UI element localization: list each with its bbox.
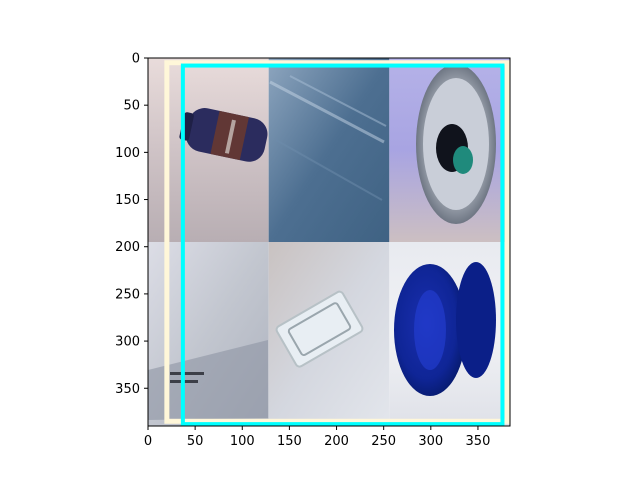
bottle-object bbox=[179, 108, 268, 162]
can-object bbox=[416, 64, 496, 224]
x-tick-label: 300 bbox=[418, 434, 443, 449]
x-tick-label: 200 bbox=[324, 434, 349, 449]
image-panel bbox=[148, 58, 510, 426]
photo-details bbox=[148, 64, 496, 420]
x-tick-label: 0 bbox=[144, 434, 152, 449]
axes-frame bbox=[147, 57, 511, 427]
x-tick-label: 50 bbox=[187, 434, 204, 449]
y-tick-label: 50 bbox=[123, 99, 140, 114]
x-tick-label: 350 bbox=[466, 434, 491, 449]
cyan-bounding-box bbox=[180, 63, 505, 426]
y-tick-label: 0 bbox=[132, 52, 140, 67]
y-tick-label: 350 bbox=[115, 382, 140, 397]
y-tick-label: 100 bbox=[115, 146, 140, 161]
y-tick-label: 150 bbox=[115, 193, 140, 208]
x-tick-label: 250 bbox=[371, 434, 396, 449]
cream-bounding-box bbox=[164, 60, 510, 424]
glass-tray-object bbox=[275, 290, 364, 368]
y-tick-label: 250 bbox=[115, 287, 140, 302]
blue-caps-object bbox=[394, 262, 496, 396]
y-tick-label: 200 bbox=[115, 240, 140, 255]
sheet-texture bbox=[269, 75, 387, 201]
x-tick-label: 100 bbox=[230, 434, 255, 449]
tile-blue-sheet-photo bbox=[268, 58, 390, 242]
bounding-boxes bbox=[164, 60, 510, 426]
y-tick-label: 300 bbox=[115, 335, 140, 350]
y-axis-ticks: 0 50 100 150 200 250 300 350 bbox=[115, 52, 148, 397]
x-tick-label: 150 bbox=[277, 434, 302, 449]
x-axis-ticks: 0 50 100 150 200 250 300 350 bbox=[144, 426, 491, 449]
